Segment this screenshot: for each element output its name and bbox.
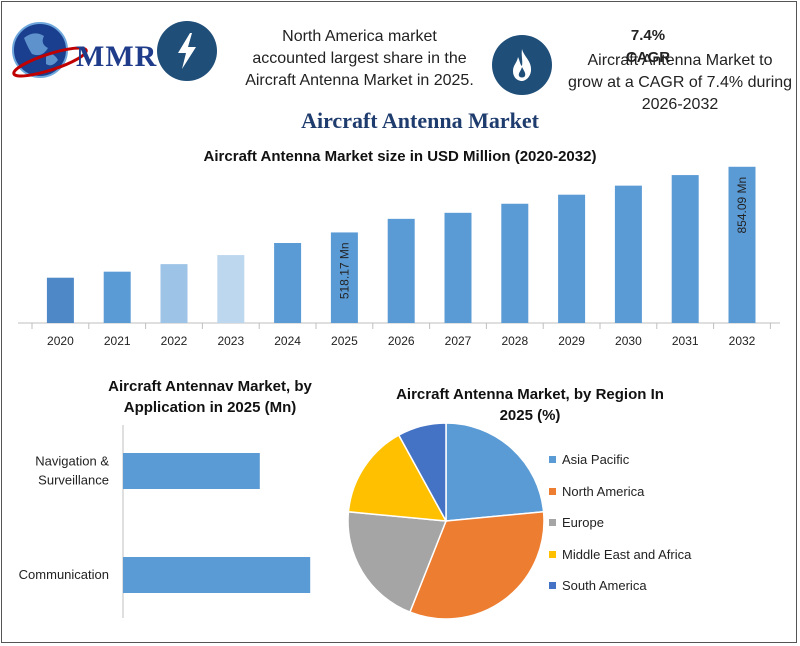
category-label-0: Navigation & <box>35 454 109 469</box>
x-tick-label-2026: 2026 <box>388 334 415 348</box>
bar-2029 <box>558 194 586 323</box>
legend-item-europe: Europe <box>549 507 749 539</box>
cagr-info: Aircraft Antenna Market to grow at a CAG… <box>565 50 795 116</box>
main-title: Aircraft Antenna Market <box>301 108 539 133</box>
x-tick-label-2022: 2022 <box>161 334 188 348</box>
region-title-line-1: Aircraft Antenna Market, by Region In <box>396 386 664 403</box>
x-tick-label-2021: 2021 <box>104 334 131 348</box>
north-america-info: North America market accounted largest s… <box>232 26 487 92</box>
pie-slice-europe <box>347 510 448 614</box>
bar-2030 <box>614 185 642 323</box>
pie-slice-north-america <box>408 510 545 620</box>
legend-item-north-america: North America <box>549 476 749 508</box>
legend-label: South America <box>562 578 647 594</box>
info-1-line-1: North America market <box>282 28 437 45</box>
info-1-line-2: accounted largest share in the <box>252 50 467 67</box>
bar-application-0 <box>123 453 260 489</box>
legend-item-asia-pacific: Asia Pacific <box>549 444 749 476</box>
legend-swatch <box>549 487 556 495</box>
flame-icon <box>492 35 552 95</box>
legend-swatch <box>549 550 556 558</box>
legend-swatch <box>549 519 556 527</box>
bar-application-1 <box>123 557 311 593</box>
bar-2021 <box>103 271 131 323</box>
x-tick-label-2027: 2027 <box>445 334 472 348</box>
legend-label: North America <box>562 483 645 499</box>
logo-text: MMR <box>76 40 158 73</box>
x-tick-label-2030: 2030 <box>615 334 642 348</box>
bar-2028 <box>501 203 529 323</box>
bar-2024 <box>274 243 302 323</box>
bar-2027 <box>444 212 472 323</box>
x-tick-label-2024: 2024 <box>274 334 301 348</box>
pie-slice-middle-east-and-africa <box>347 434 448 522</box>
legend-swatch <box>549 456 556 464</box>
legend-label: Europe <box>562 515 604 531</box>
lightning-icon <box>157 21 217 81</box>
legend-label: Asia Pacific <box>562 452 630 468</box>
bar-2020 <box>46 277 74 323</box>
bar-chart-title: Aircraft Antenna Market size in USD Mill… <box>203 148 597 165</box>
x-tick-label-2028: 2028 <box>501 334 528 348</box>
x-tick-label-2020: 2020 <box>47 334 74 348</box>
application-chart-title: Aircraft Antennav Market, by Application… <box>85 376 335 418</box>
region-pie-chart <box>347 422 545 620</box>
x-tick-label-2031: 2031 <box>672 334 699 348</box>
application-title-line-1: Aircraft Antennav Market, by <box>108 378 312 395</box>
bar-2031 <box>671 175 699 323</box>
info-2-line-3: 2026-2032 <box>641 96 719 113</box>
mmr-logo: MMR <box>10 14 156 84</box>
pie-slice-south-america <box>397 422 447 522</box>
bar-2025 <box>330 232 358 323</box>
pie-slice-asia-pacific <box>445 422 545 522</box>
category-label-0: Surveillance <box>38 473 109 488</box>
legend-item-middle-east-and-africa: Middle East and Africa <box>549 539 749 571</box>
bar-2026 <box>387 218 415 323</box>
data-label-2032: 854.09 Mn <box>735 177 749 234</box>
cagr-title: 7.4% CAGR <box>625 27 671 66</box>
bar-2032 <box>728 166 756 323</box>
legend-label: Middle East and Africa <box>562 546 692 562</box>
info-2-line-1: Aircraft Antenna Market to <box>587 52 773 69</box>
legend-swatch <box>549 582 556 590</box>
x-tick-label-2025: 2025 <box>331 334 358 348</box>
legend-item-south-america: South America <box>549 570 749 602</box>
info-2-line-2: grow at a CAGR of 7.4% during <box>567 74 793 91</box>
x-tick-label-2032: 2032 <box>729 334 756 348</box>
market-size-bar-chart: 2020 2021 2022 2023 2024 2025 518.17 Mn 2026 202… <box>18 166 780 348</box>
application-title-line-2: Application in 2025 (Mn) <box>123 399 297 416</box>
region-legend: Asia Pacific North America Europe Middle Ea… <box>549 444 749 602</box>
category-label-1: Communication <box>19 567 109 582</box>
region-title-line-2: 2025 (%) <box>499 407 561 424</box>
data-label-2025: 518.17 Mn <box>337 242 351 299</box>
bar-2022 <box>160 264 188 323</box>
application-bar-chart: Navigation & Surveillance Communication <box>19 425 311 618</box>
region-chart-title: Aircraft Antenna Market, by Region In 20… <box>370 384 690 426</box>
bar-2023 <box>217 255 245 323</box>
x-tick-label-2023: 2023 <box>217 334 244 348</box>
x-tick-label-2029: 2029 <box>558 334 585 348</box>
info-1-line-3: Aircraft Antenna Market in 2025. <box>245 72 474 89</box>
